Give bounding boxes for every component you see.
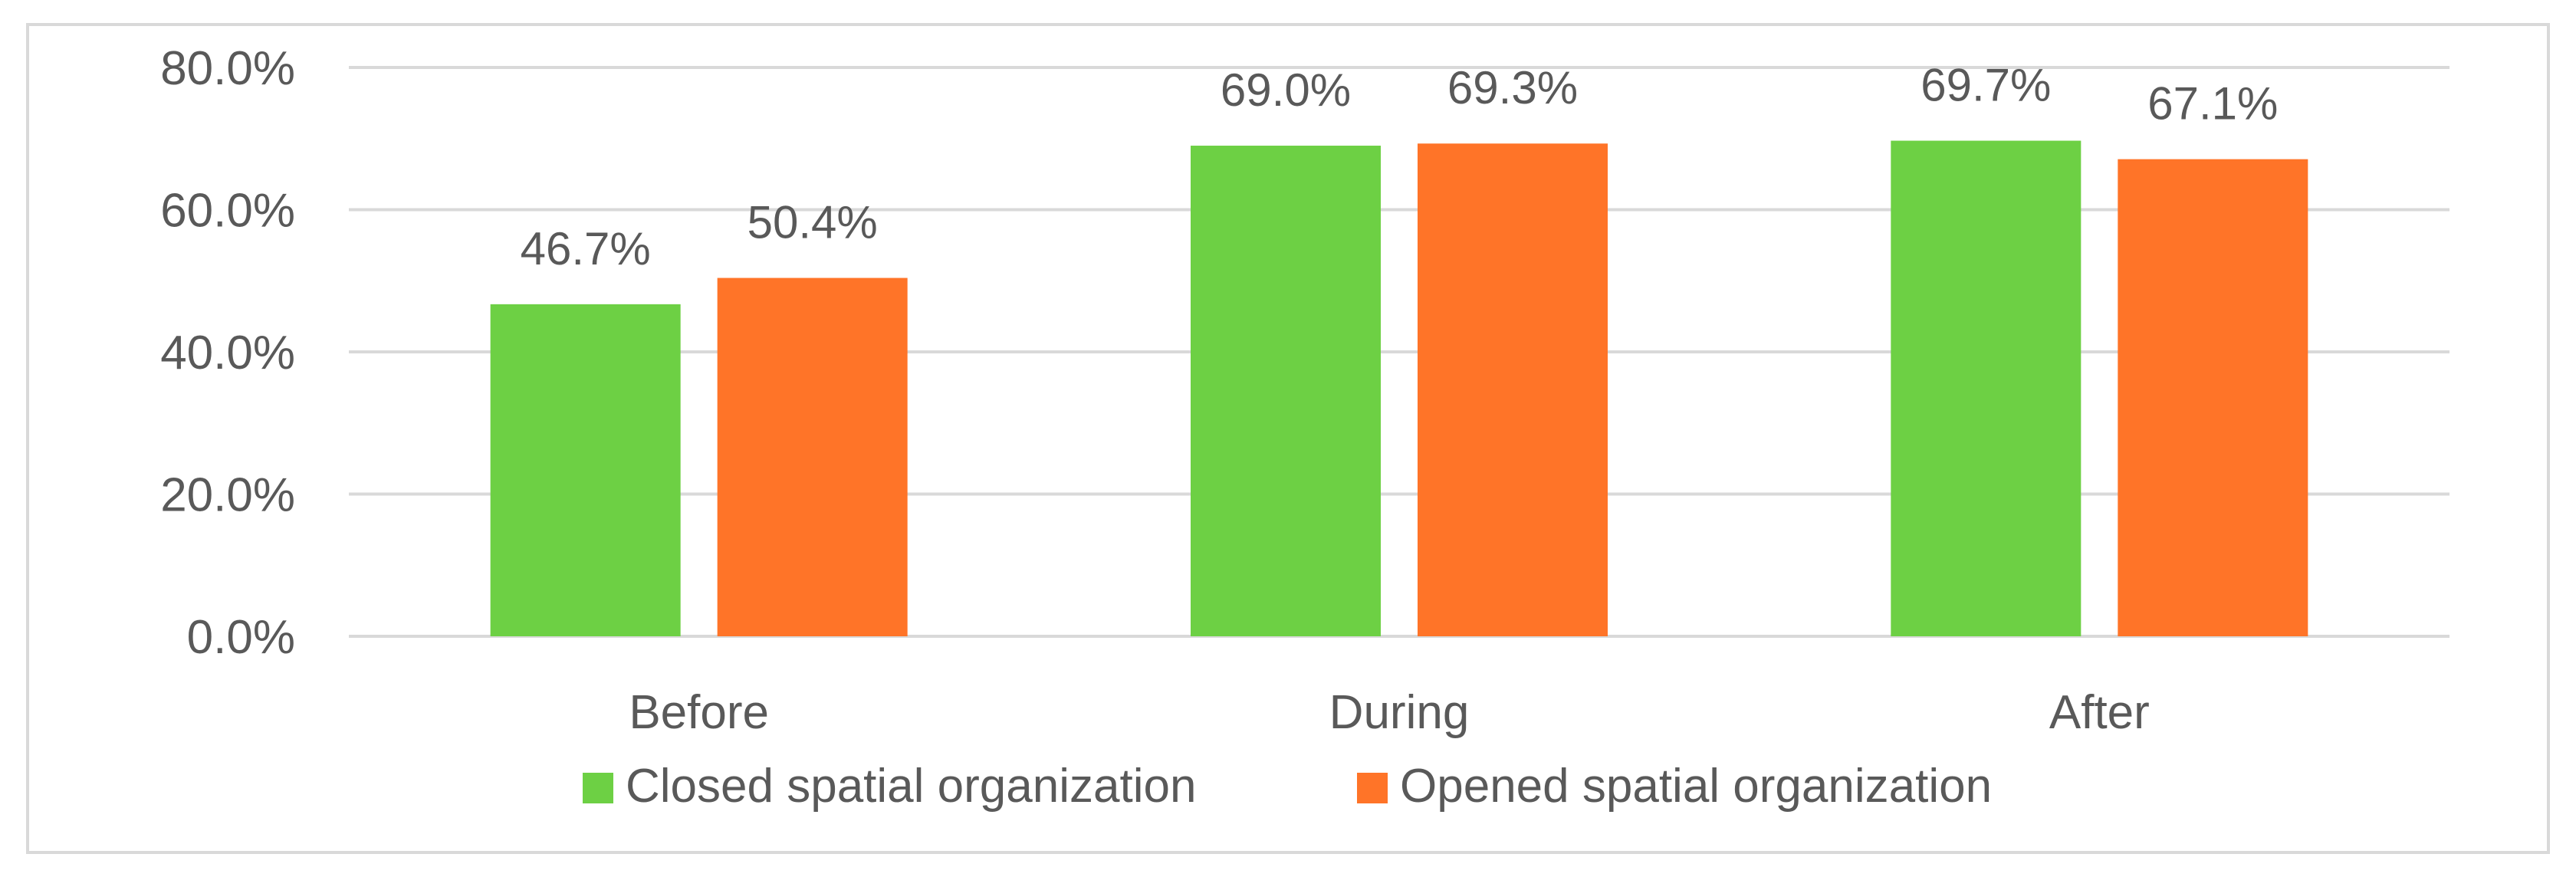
bar-closed-spatial-organization-after bbox=[1891, 140, 2082, 637]
bar-closed-spatial-organization-during bbox=[1191, 146, 1381, 636]
x-category-label: Before bbox=[629, 686, 769, 739]
bar-opened-spatial-organization-during bbox=[1418, 143, 1608, 636]
data-label: 69.7% bbox=[1921, 60, 2051, 111]
x-axis-category-labels: Before During After bbox=[629, 686, 2149, 739]
y-tick-label: 60.0% bbox=[160, 185, 295, 238]
gridlines bbox=[349, 66, 2450, 638]
data-label: 69.3% bbox=[1447, 62, 1578, 113]
data-label: 50.4% bbox=[748, 197, 878, 248]
y-tick-label: 20.0% bbox=[160, 469, 295, 522]
data-labels: 46.7% 50.4% 69.0% 69.3% 69.7% 67.1% bbox=[521, 60, 2279, 274]
legend-swatch bbox=[583, 773, 613, 803]
data-label: 67.1% bbox=[2147, 78, 2278, 130]
bar-opened-spatial-organization-after bbox=[2118, 159, 2308, 636]
y-tick-label: 0.0% bbox=[187, 611, 295, 664]
legend: Closed spatial organization Opened spatia… bbox=[583, 760, 1992, 813]
y-tick-label: 80.0% bbox=[160, 42, 295, 95]
data-label: 69.0% bbox=[1221, 64, 1351, 116]
legend-label: Closed spatial organization bbox=[626, 760, 1196, 813]
data-label: 46.7% bbox=[521, 223, 651, 274]
x-category-label: After bbox=[2049, 686, 2150, 739]
bar-closed-spatial-organization-before bbox=[490, 304, 681, 636]
bar-opened-spatial-organization-before bbox=[717, 278, 908, 636]
y-tick-label: 40.0% bbox=[160, 327, 295, 379]
legend-swatch bbox=[1357, 773, 1388, 803]
legend-label: Opened spatial organization bbox=[1400, 760, 1992, 813]
y-axis-tick-labels: 0.0% 20.0% 40.0% 60.0% 80.0% bbox=[160, 42, 295, 664]
x-category-label: During bbox=[1329, 686, 1470, 739]
bars bbox=[490, 140, 2308, 637]
